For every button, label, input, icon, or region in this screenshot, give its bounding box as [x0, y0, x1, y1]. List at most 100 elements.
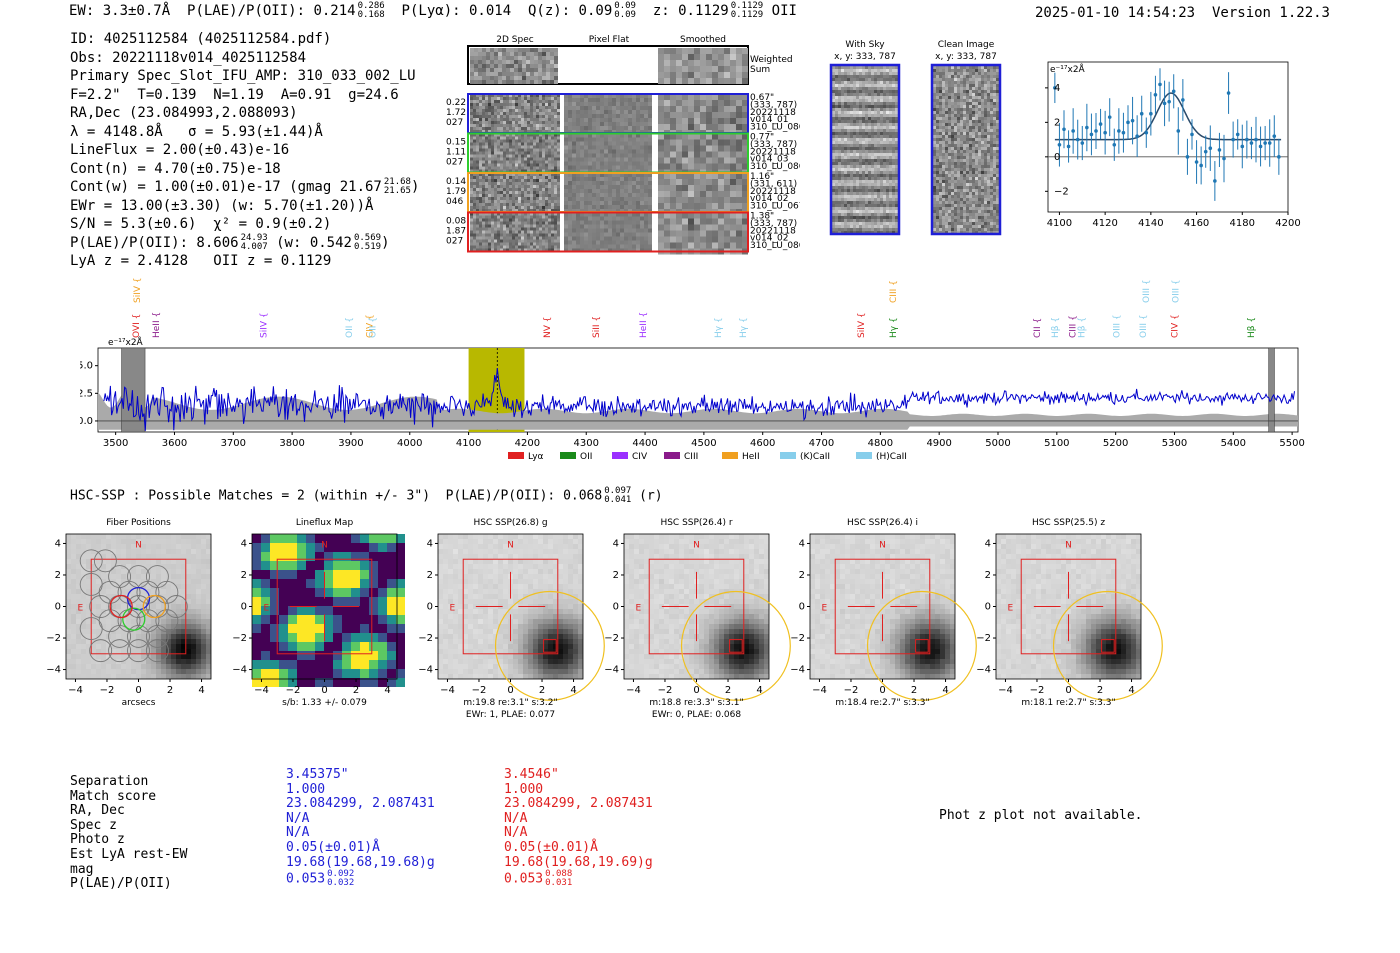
with-sky-pixel: [877, 123, 880, 126]
cutout-2d-pixel: [506, 130, 509, 133]
cutout-2d-pixel: [497, 206, 500, 209]
clean-pixel: [948, 81, 951, 84]
with-sky-pixel: [862, 108, 865, 111]
cutout-flat-pixel: [620, 205, 624, 209]
cutout-flat-pixel: [616, 137, 620, 142]
cutout-smoothed-pixel: [700, 157, 706, 164]
cutout-flat-pixel: [564, 98, 568, 102]
cutout-2d-pixel: [557, 212, 560, 216]
cutout-2d-pixel: [527, 239, 530, 243]
cutout-smoothed-pixel: [670, 173, 676, 179]
cutout-smoothed-pixel: [688, 185, 694, 191]
clean-pixel: [993, 114, 996, 117]
with-sky-pixel: [841, 231, 844, 234]
cutout-2d-pixel: [491, 112, 494, 115]
with-sky-pixel: [853, 195, 856, 198]
cutout-2d-pixel: [479, 130, 482, 133]
cutout-2d-pixel: [485, 230, 488, 234]
cutout-flat-pixel: [600, 153, 604, 158]
with-sky-pixel: [868, 198, 871, 201]
cutout-2d-pixel: [521, 154, 524, 158]
cutout-flat-pixel: [632, 165, 636, 170]
with-sky-pixel: [835, 198, 838, 201]
cutout-2d-pixel: [512, 154, 515, 158]
cutout-2d-pixel: [518, 239, 521, 243]
cutout-flat-pixel: [648, 173, 652, 177]
cutout-2d-pixel: [479, 148, 482, 152]
info-contw: Cont(w) = 1.00(±0.01)e-17 (gmag 21.67 21.…: [70, 178, 419, 197]
weighted-sum-smoothed: [736, 78, 742, 84]
cutout-flat-pixel: [624, 201, 628, 205]
weighted-sum-pixel: [550, 60, 554, 64]
cutout-2d-pixel: [557, 109, 560, 112]
cutout-2d-pixel: [506, 188, 509, 191]
cutout-2d-pixel: [551, 215, 554, 219]
cutout-2d-pixel: [548, 188, 551, 191]
cutout-smoothed-pixel: [742, 118, 748, 124]
cutout-2d-pixel: [542, 188, 545, 191]
cutout-smoothed-pixel: [676, 224, 682, 231]
with-sky-pixel: [838, 171, 841, 174]
cutout-2d-pixel: [530, 188, 533, 191]
cutout-2d-pixel: [482, 166, 485, 170]
cutout-flat-pixel: [608, 110, 612, 114]
with-sky-pixel: [844, 108, 847, 111]
cutout-flat-pixel: [644, 98, 648, 102]
clean-pixel: [948, 123, 951, 126]
clean-pixel: [960, 102, 963, 105]
with-sky-pixel: [841, 90, 844, 93]
with-sky-pixel: [835, 177, 838, 180]
clean-pixel: [948, 96, 951, 99]
cutout-row-frame: [467, 211, 749, 253]
with-sky-pixel: [850, 186, 853, 189]
cutout-flat-pixel: [572, 114, 576, 118]
cutout-flat-pixel: [580, 212, 584, 217]
weighted-sum-smoothed: [694, 78, 700, 84]
cutout-flat-pixel: [628, 212, 632, 217]
with-sky-pixel: [892, 147, 895, 150]
clean-pixel: [972, 102, 975, 105]
with-sky-pixel: [895, 123, 898, 126]
clean-pixel: [951, 75, 954, 78]
clean-pixel: [954, 105, 957, 108]
with-sky-pixel: [880, 228, 883, 231]
cutout-2d-pixel: [509, 136, 512, 140]
cutout-flat-pixel: [604, 193, 608, 197]
cutout-2d-pixel: [545, 148, 548, 152]
cutout-2d-pixel: [473, 221, 476, 225]
with-sky-pixel: [871, 180, 874, 183]
cutout-2d-pixel: [527, 242, 530, 246]
cutout-2d-pixel: [530, 109, 533, 112]
cutout-flat-pixel: [612, 161, 616, 166]
cutout-flat-pixel: [636, 110, 640, 114]
with-sky-pixel: [841, 132, 844, 135]
with-sky-pixel: [877, 135, 880, 138]
cutout-2d-pixel: [479, 142, 482, 146]
clean-pixel: [963, 87, 966, 90]
cutout-2d-pixel: [530, 151, 533, 155]
cutout-2d-pixel: [530, 203, 533, 206]
with-sky-pixel: [841, 96, 844, 99]
cutout-2d-pixel: [557, 185, 560, 188]
cutout-flat-pixel: [592, 165, 596, 170]
with-sky-pixel: [889, 153, 892, 156]
clean-pixel: [933, 117, 936, 120]
with-sky-pixel: [856, 132, 859, 135]
cutout-smoothed-pixel: [718, 124, 724, 130]
clean-pixel: [963, 117, 966, 120]
cutout-flat-pixel: [640, 110, 644, 114]
cutout-2d-pixel: [527, 106, 530, 109]
cutout-2d-pixel: [488, 182, 491, 185]
clean-pixel: [945, 135, 948, 138]
cutout-2d-pixel: [482, 221, 485, 225]
cutout-flat-pixel: [636, 189, 640, 193]
with-sky-pixel: [856, 156, 859, 159]
with-sky-pixel: [856, 228, 859, 231]
with-sky-pixel: [895, 108, 898, 111]
with-sky-pixel: [862, 216, 865, 219]
clean-pixel: [939, 126, 942, 129]
with-sky-pixel: [895, 99, 898, 102]
weighted-sum-pixel: [494, 76, 498, 80]
with-sky-pixel: [859, 141, 862, 144]
cutout-2d-pixel: [533, 97, 536, 100]
